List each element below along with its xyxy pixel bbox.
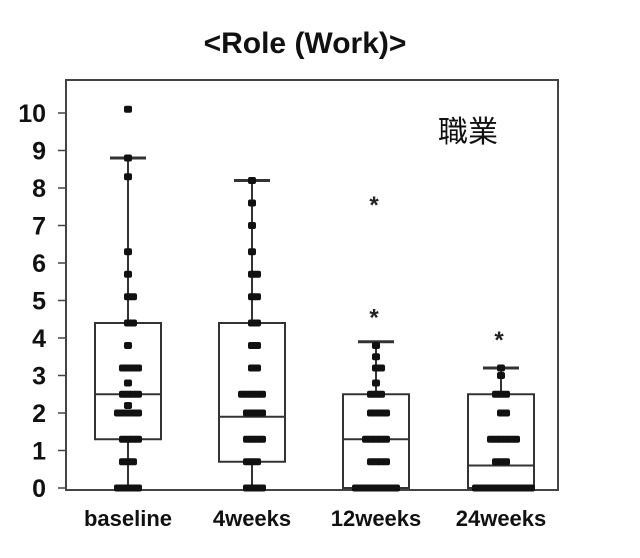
y-tick-label: 7 [32, 213, 46, 241]
y-tick-label: 5 [32, 288, 46, 316]
data-point [124, 105, 132, 113]
chart-title: <Role (Work)> [204, 27, 407, 60]
x-category-label: 24weeks [456, 506, 547, 531]
data-point [377, 390, 385, 398]
data-point [258, 484, 266, 492]
data-point [243, 435, 251, 443]
data-point [382, 409, 390, 417]
data-point [487, 435, 495, 443]
data-point [124, 248, 132, 256]
data-point [502, 409, 510, 417]
data-point [243, 409, 251, 417]
data-point [124, 379, 132, 387]
data-point [253, 270, 261, 278]
data-point [248, 199, 256, 207]
data-point [258, 390, 266, 398]
y-tick-label: 8 [32, 175, 46, 203]
data-point [134, 435, 142, 443]
data-point [124, 402, 132, 409]
data-point [124, 342, 132, 349]
data-point [472, 484, 480, 492]
outlier-marker: * [494, 327, 504, 354]
data-point [253, 458, 261, 466]
data-point [497, 364, 505, 372]
data-point [134, 409, 142, 417]
plot-frame [65, 79, 559, 491]
data-point [527, 484, 535, 492]
box-4weeks [218, 177, 286, 492]
data-point [243, 458, 251, 466]
data-point [392, 484, 400, 492]
data-point [124, 270, 132, 278]
data-point [382, 458, 390, 466]
data-point [253, 293, 261, 301]
data-point [134, 364, 142, 372]
data-point [258, 409, 266, 417]
data-point [129, 458, 137, 466]
data-point [502, 390, 510, 398]
y-tick-label: 1 [32, 438, 46, 466]
data-point [248, 177, 256, 184]
data-point [367, 409, 375, 417]
data-point [248, 222, 256, 229]
data-point [119, 435, 127, 443]
data-point [382, 435, 390, 443]
data-point [248, 248, 256, 256]
data-point [119, 390, 127, 398]
data-point [119, 364, 127, 372]
data-point [367, 390, 375, 398]
x-category-label: baseline [84, 506, 172, 531]
y-tick-label: 3 [32, 363, 46, 391]
data-point [258, 435, 266, 443]
data-point [497, 372, 505, 379]
data-point [372, 342, 380, 349]
y-tick-label: 0 [32, 475, 46, 503]
data-point [114, 484, 122, 492]
data-point [372, 353, 380, 361]
y-tick-label: 6 [32, 250, 46, 278]
data-point [492, 390, 500, 398]
data-point [119, 458, 127, 466]
data-point [512, 435, 520, 443]
y-tick-label: 10 [18, 100, 46, 128]
data-point [243, 484, 251, 492]
data-point [134, 484, 142, 492]
box-baseline [94, 105, 162, 492]
outlier-marker: * [369, 192, 379, 219]
y-axis-ticks: 0 1 2 3 4 5 6 7 8 9 10 [18, 100, 66, 503]
x-category-label: 4weeks [213, 506, 291, 531]
x-category-label: 12weeks [331, 506, 422, 531]
x-axis-labels: baseline 4weeks 12weeks 24weeks [84, 506, 546, 531]
data-point [114, 409, 122, 417]
box-24weeks: * [467, 327, 535, 492]
data-point [124, 154, 132, 162]
data-point [492, 458, 500, 466]
data-point [367, 458, 375, 466]
data-point [352, 484, 360, 492]
data-point [377, 364, 385, 372]
y-tick-label: 9 [32, 138, 46, 166]
outlier-marker: * [369, 305, 379, 332]
data-point [253, 342, 261, 349]
data-point [124, 173, 132, 181]
data-point [253, 319, 261, 327]
data-point [238, 390, 246, 398]
box-series: *** [94, 105, 535, 492]
data-point [362, 435, 370, 443]
chart-annotation: 職業 [438, 116, 498, 149]
y-tick-label: 4 [32, 325, 46, 353]
data-point [372, 379, 380, 387]
data-point [502, 458, 510, 466]
box-12weeks: ** [342, 192, 410, 492]
data-point [253, 364, 261, 372]
data-point [129, 319, 137, 327]
y-tick-label: 2 [32, 400, 46, 428]
data-point [129, 293, 137, 301]
data-point [134, 390, 142, 398]
